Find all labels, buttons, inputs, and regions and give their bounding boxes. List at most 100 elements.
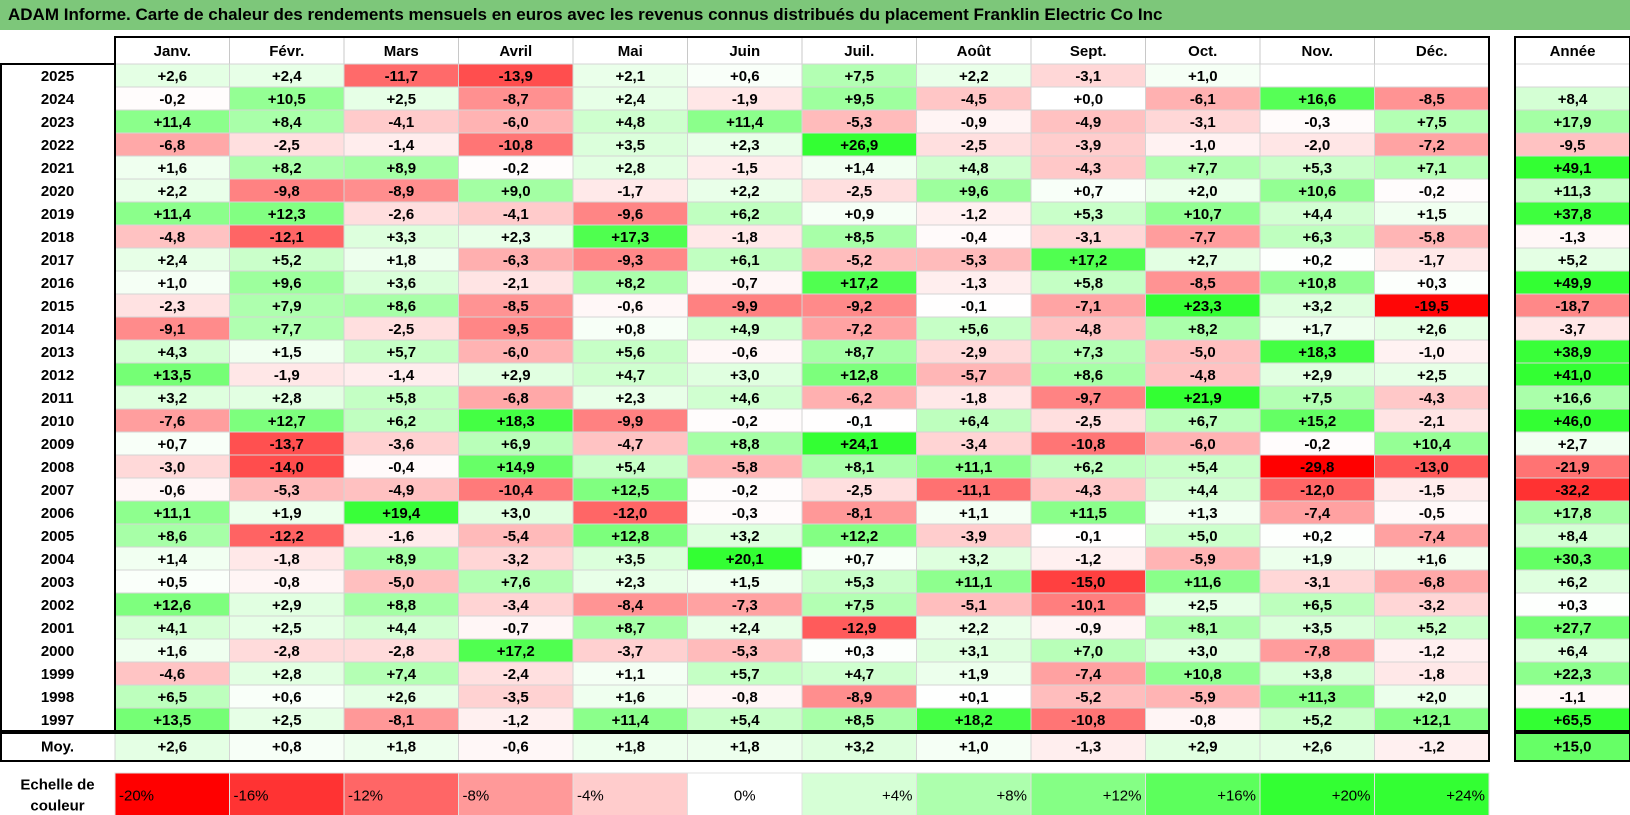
table-row: 2021 +1,6 +8,2 +8,9 -0,2 +2,8 -1,5 +1,4 +4,8 -4,3… bbox=[41, 155, 1630, 180]
cell-value: -8,1 bbox=[846, 505, 872, 522]
cell-value: +1,0 bbox=[1188, 68, 1218, 85]
cell-value: +3,1 bbox=[959, 643, 989, 660]
average-value: +1,8 bbox=[730, 739, 760, 756]
cell-value: -2,0 bbox=[1304, 137, 1330, 154]
cell-value: +4,4 bbox=[1188, 482, 1218, 499]
annual-value: +5,2 bbox=[1558, 252, 1588, 269]
cell-value: +0,7 bbox=[844, 551, 874, 568]
cell-value: -1,8 bbox=[1419, 666, 1445, 683]
cell-value: +4,7 bbox=[615, 367, 645, 384]
cell-value: +5,7 bbox=[386, 344, 416, 361]
annual-value: +37,8 bbox=[1554, 206, 1592, 223]
color-scale-swatch bbox=[458, 772, 574, 815]
cell-value: -12,0 bbox=[613, 505, 647, 522]
cell-value: -9,9 bbox=[617, 413, 643, 430]
cell-value: +2,2 bbox=[959, 68, 989, 85]
cell-value: -10,4 bbox=[499, 482, 534, 499]
cell-value: +2,6 bbox=[157, 68, 187, 85]
cell-value: +6,9 bbox=[501, 436, 531, 453]
cell-value: -4,3 bbox=[1419, 390, 1445, 407]
year-label: 2007 bbox=[41, 482, 74, 499]
cell-value: -1,2 bbox=[503, 712, 529, 729]
cell-value: +1,0 bbox=[157, 275, 187, 292]
cell-value: +7,5 bbox=[844, 597, 874, 614]
cell-value: -1,9 bbox=[732, 91, 758, 108]
color-scale-swatch bbox=[1030, 772, 1146, 815]
annual-value: +49,9 bbox=[1554, 275, 1592, 292]
cell-value: -4,9 bbox=[1075, 114, 1101, 131]
table-row: 2012 +13,5 -1,9 -1,4 +2,9 +4,7 +3,0 +12,8 -5,7 +8… bbox=[41, 362, 1630, 387]
year-label: 1998 bbox=[41, 689, 74, 706]
cell-value: -7,8 bbox=[1304, 643, 1330, 660]
cell-value: -7,2 bbox=[846, 321, 872, 338]
cell-value: +4,8 bbox=[959, 160, 989, 177]
cell-value: +8,8 bbox=[386, 597, 416, 614]
cell-value: -10,8 bbox=[1071, 436, 1105, 453]
cell-value: +17,3 bbox=[611, 229, 649, 246]
cell-value: +7,1 bbox=[1417, 160, 1447, 177]
year-label: 2016 bbox=[41, 275, 74, 292]
annual-value: +38,9 bbox=[1554, 344, 1592, 361]
cell-value: +3,0 bbox=[1188, 643, 1218, 660]
cell-value: +2,9 bbox=[1302, 367, 1332, 384]
cell-value: +11,6 bbox=[1184, 574, 1221, 591]
annual-value: -1,1 bbox=[1560, 689, 1586, 706]
years-frame bbox=[0, 63, 116, 732]
annual-value: +2,7 bbox=[1558, 436, 1588, 453]
cell-value: +0,6 bbox=[730, 68, 760, 85]
year-label: 1997 bbox=[41, 712, 74, 729]
average-value: -1,3 bbox=[1075, 739, 1101, 756]
cell-value: +11,1 bbox=[955, 574, 992, 591]
year-label: 2024 bbox=[41, 91, 75, 108]
cell-value: -0,3 bbox=[1304, 114, 1330, 131]
month-header-label: Janv. bbox=[154, 43, 191, 60]
cell-value: +7,7 bbox=[1188, 160, 1218, 177]
cell-value: -3,9 bbox=[961, 528, 987, 545]
cell-value: -5,2 bbox=[1075, 689, 1101, 706]
cell-value: -1,7 bbox=[617, 183, 643, 200]
cell-value: +2,3 bbox=[615, 390, 645, 407]
cell-value: +1,3 bbox=[1188, 505, 1218, 522]
cell-value: +9,5 bbox=[844, 91, 874, 108]
cell-value: -2,9 bbox=[961, 344, 987, 361]
cell-value: +11,4 bbox=[154, 114, 192, 131]
average-cell bbox=[458, 732, 574, 762]
cell-value: +5,2 bbox=[272, 252, 302, 269]
cell-value: +0,7 bbox=[157, 436, 187, 453]
color-scale-step-label: -8% bbox=[463, 788, 490, 805]
cell-value: +0,3 bbox=[1417, 275, 1447, 292]
cell-value: +6,2 bbox=[1073, 459, 1103, 476]
year-label: 1999 bbox=[41, 666, 74, 683]
cell-value: -0,7 bbox=[732, 275, 758, 292]
cell-value: -5,2 bbox=[846, 252, 872, 269]
year-label: 2002 bbox=[41, 597, 74, 614]
cell-value: -1,2 bbox=[1075, 551, 1101, 568]
cell-value: +1,8 bbox=[386, 252, 416, 269]
cell-value: +6,1 bbox=[730, 252, 760, 269]
cell-value: -6,1 bbox=[1190, 91, 1216, 108]
cell-value: +5,8 bbox=[1073, 275, 1103, 292]
cell-value: +2,0 bbox=[1188, 183, 1218, 200]
cell-value: -0,8 bbox=[732, 689, 758, 706]
cell-value: -1,4 bbox=[388, 367, 415, 384]
cell-value: +17,2 bbox=[1069, 252, 1107, 269]
cell-value: -1,2 bbox=[1419, 643, 1445, 660]
cell-value: +18,2 bbox=[955, 712, 993, 729]
year-label: 2018 bbox=[41, 229, 74, 246]
cell-value: -5,9 bbox=[1190, 551, 1216, 568]
cell-value: -12,1 bbox=[270, 229, 304, 246]
cell-value: +18,3 bbox=[497, 413, 535, 430]
cell-value: +2,2 bbox=[157, 183, 187, 200]
cell-value: +3,2 bbox=[157, 390, 187, 407]
cell-value: +5,3 bbox=[1073, 206, 1103, 223]
color-scale-swatch bbox=[1259, 772, 1375, 815]
cell-value: +12,6 bbox=[153, 597, 191, 614]
average-cell bbox=[229, 732, 345, 762]
month-header-label: Juin bbox=[729, 43, 760, 60]
cell-value: -29,8 bbox=[1300, 459, 1334, 476]
annual-value: -32,2 bbox=[1555, 482, 1589, 499]
cell-value: +7,3 bbox=[1073, 344, 1103, 361]
cell-value: -9,2 bbox=[846, 298, 872, 315]
cell-value: +8,5 bbox=[844, 229, 874, 246]
